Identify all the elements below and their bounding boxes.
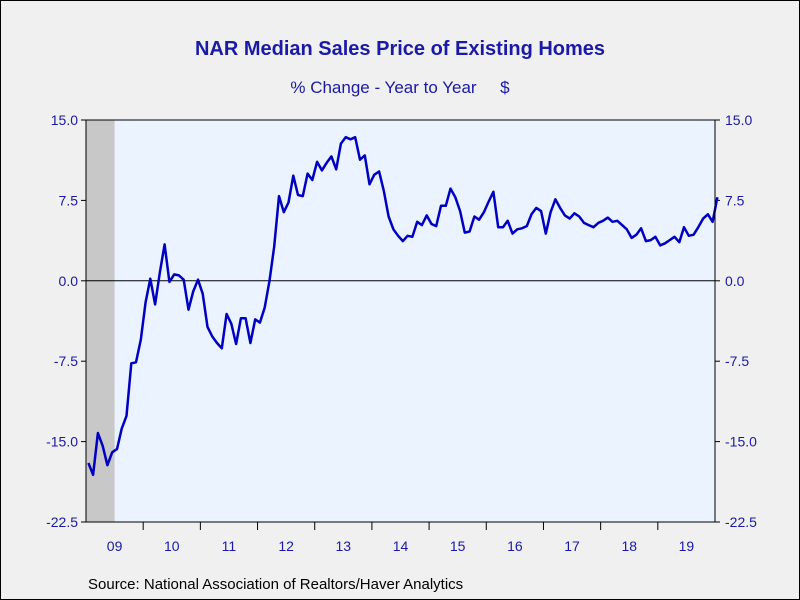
y-tick-label-right: 7.5 [725, 192, 745, 208]
x-tick-label: 10 [164, 538, 180, 554]
x-tick-label: 11 [222, 538, 237, 554]
y-tick-label-left: -15.0 [46, 434, 78, 450]
source-note: Source: National Association of Realtors… [88, 576, 464, 593]
x-tick-label: 17 [564, 538, 580, 554]
y-tick-label-left: -7.5 [54, 353, 78, 369]
y-tick-label-right: 15.0 [725, 112, 752, 128]
x-tick-label: 09 [107, 538, 123, 554]
x-tick-label: 15 [450, 538, 466, 554]
x-tick-label: 16 [507, 538, 523, 554]
y-tick-label-left: 7.5 [59, 192, 79, 208]
x-tick-label: 14 [393, 538, 409, 554]
y-tick-label-right: -7.5 [725, 353, 749, 369]
y-tick-label-right: 0.0 [725, 273, 745, 289]
x-tick-label: 13 [336, 538, 352, 554]
y-tick-label-right: -22.5 [725, 514, 757, 530]
right-y-axis: 15.0 7.5 0.0 -7.5 -15.0 -22.5 [715, 112, 757, 530]
y-tick-label-right: -15.0 [725, 434, 757, 450]
y-tick-label-left: 15.0 [51, 112, 78, 128]
left-y-axis: 15.0 7.5 0.0 -7.5 -15.0 -22.5 [46, 112, 86, 530]
x-tick-label: 19 [679, 538, 695, 554]
y-tick-label-left: 0.0 [59, 273, 79, 289]
x-tick-label: 12 [278, 538, 294, 554]
series-line [87, 135, 719, 477]
y-tick-label-left: -22.5 [46, 514, 78, 530]
chart-subtitle: % Change - Year to Year $ [290, 78, 510, 97]
plot-area [86, 120, 715, 522]
x-axis: 09 10 11 12 13 14 15 16 17 18 19 [107, 522, 695, 554]
recession-shading [86, 120, 115, 522]
chart-title: NAR Median Sales Price of Existing Homes [194, 38, 606, 60]
plot-border [85, 119, 716, 523]
x-tick-label: 18 [621, 538, 637, 554]
